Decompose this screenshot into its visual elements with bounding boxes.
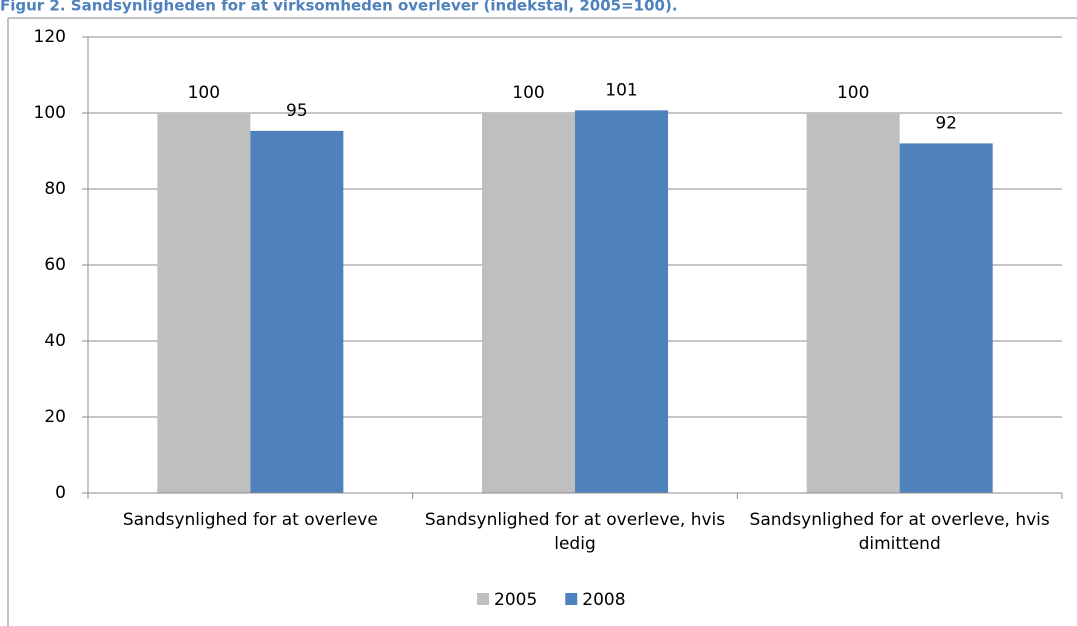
data-label: 100 — [512, 83, 544, 103]
legend-label: 2005 — [494, 590, 537, 610]
bar — [482, 113, 575, 493]
bar — [806, 113, 900, 493]
y-tick-label: 80 — [44, 179, 66, 199]
legend-label: 2008 — [582, 590, 625, 610]
data-label: 92 — [935, 113, 957, 133]
legend-swatch — [565, 593, 578, 605]
y-tick-label: 40 — [44, 331, 66, 351]
bar — [157, 113, 251, 493]
y-tick-label: 100 — [34, 103, 66, 123]
data-label: 100 — [837, 83, 869, 103]
bar — [575, 110, 668, 493]
data-label: 95 — [286, 101, 308, 121]
chart-title: Figur 2. Sandsynligheden for at virksomh… — [0, 0, 678, 15]
data-label: 101 — [605, 80, 637, 100]
bar — [899, 143, 993, 493]
data-label: 100 — [188, 83, 220, 103]
y-tick-label: 120 — [34, 27, 66, 47]
x-tick-label: Sandsynlighed for at overleve, hvis dimi… — [749, 510, 1050, 554]
y-tick-label: 0 — [55, 483, 66, 503]
x-tick-label: Sandsynlighed for at overleve — [122, 510, 378, 530]
y-tick-label: 60 — [44, 255, 66, 275]
x-tick-label: Sandsynlighed for at overleve, hvis ledi… — [424, 510, 726, 554]
y-tick-label: 20 — [44, 407, 66, 427]
bar — [250, 130, 344, 494]
legend-swatch — [477, 593, 489, 605]
